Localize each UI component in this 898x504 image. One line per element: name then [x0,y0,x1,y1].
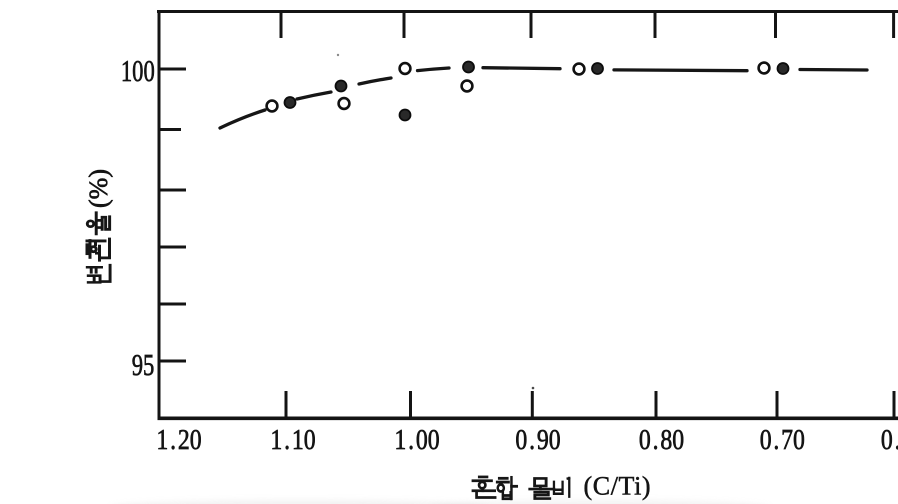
svg-text:(%): (%) [84,169,113,208]
svg-text:0.80: 0.80 [639,423,684,456]
svg-text:(C/Ti): (C/Ti) [584,472,652,501]
svg-text:0.90: 0.90 [515,423,560,456]
svg-text:100: 100 [121,54,155,88]
svg-text:95: 95 [132,347,155,381]
svg-text:0.70: 0.70 [760,423,805,456]
svg-text:1.20: 1.20 [156,423,201,456]
svg-text:1.00: 1.00 [394,423,439,456]
svg-text:0.60: 0.60 [881,423,898,456]
svg-text:1.10: 1.10 [270,423,315,456]
